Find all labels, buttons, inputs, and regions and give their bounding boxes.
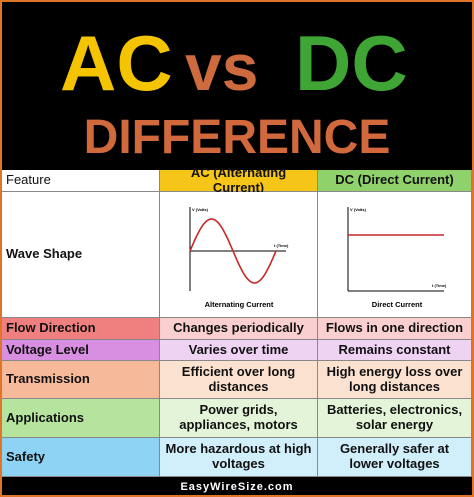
table-cell: Varies over time	[160, 340, 318, 361]
table-cell: Changes periodically	[160, 318, 318, 340]
diagram-caption: Alternating Current	[205, 300, 274, 309]
table-cell: Remains constant	[318, 340, 472, 361]
wave-diagram-cell: V (Volts) t (Time) Alternating Current	[160, 192, 318, 318]
table-cell: Batteries, electronics, solar energy	[318, 399, 472, 438]
diagram-caption: Direct Current	[372, 300, 423, 309]
table-cell: Power grids, appliances, motors	[160, 399, 318, 438]
title-ac: AC	[60, 19, 173, 107]
table-cell: High energy loss over long distances	[318, 361, 472, 399]
wave-diagram: V (Volts) t (Time) Alternating Current	[189, 206, 289, 309]
subtitle: DIFFERENCE	[83, 111, 391, 164]
comparison-table: Feature AC (Alternating Current) DC (Direc…	[2, 165, 472, 477]
row-label: Wave Shape	[2, 192, 160, 318]
row-label: Flow Direction	[2, 318, 160, 340]
column-header: DC (Direct Current)	[318, 170, 472, 192]
row-label: Safety	[2, 438, 160, 477]
wave-diagram: V (Volts) t (Time) Direct Current	[347, 206, 447, 309]
column-header: Feature	[2, 170, 160, 192]
y-axis-label: V (Volts)	[192, 207, 209, 212]
row-label: Voltage Level	[2, 340, 160, 361]
table-cell: Efficient over long distances	[160, 361, 318, 399]
table-cell: More hazardous at high voltages	[160, 438, 318, 477]
row-label: Applications	[2, 399, 160, 438]
sine-wave	[189, 217, 277, 284]
column-header: AC (Alternating Current)	[160, 165, 318, 194]
row-label: Transmission	[2, 361, 160, 399]
title-dc: DC	[295, 19, 408, 107]
footer-brand: EasyWireSize.com	[2, 478, 472, 495]
y-axis-label: V (Volts)	[350, 207, 367, 212]
table-cell: Flows in one direction	[318, 318, 472, 340]
x-axis-label: t (Time)	[432, 283, 447, 288]
title-vs: vs	[185, 30, 259, 104]
wave-diagram-cell: V (Volts) t (Time) Direct Current	[318, 192, 472, 318]
x-axis-label: t (Time)	[274, 243, 289, 248]
table-cell: Generally safer at lower voltages	[318, 438, 472, 477]
